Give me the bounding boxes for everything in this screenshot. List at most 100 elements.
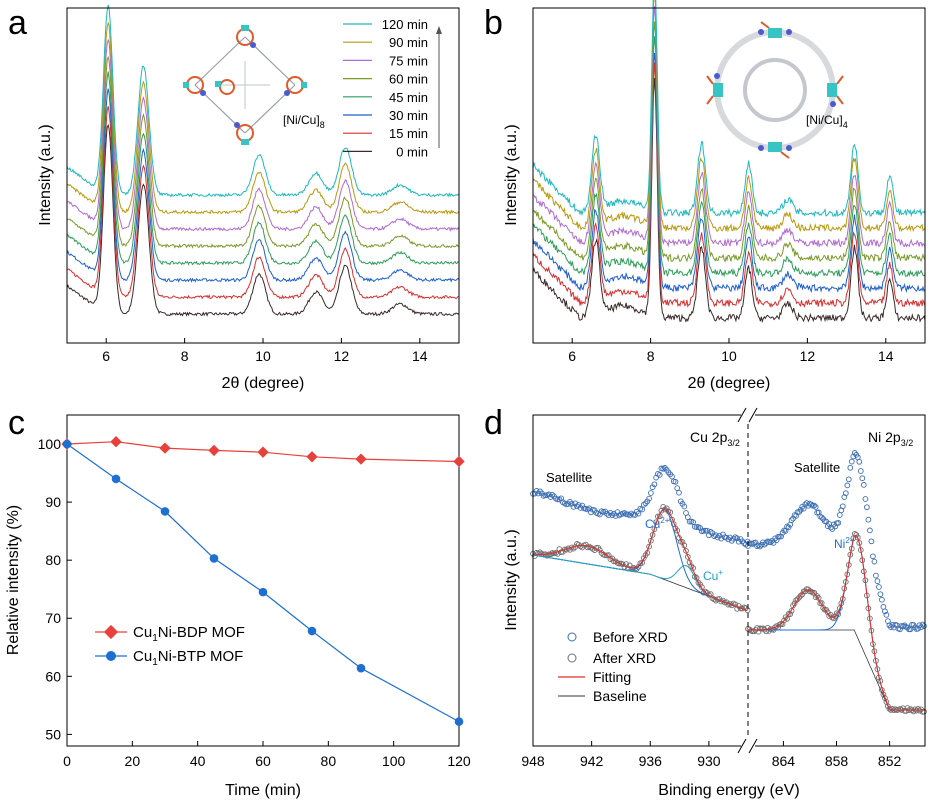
panel-d-before-point <box>921 623 927 629</box>
panel-b-curves <box>532 0 926 324</box>
panel-b-ylabel: Intensity (a.u.) <box>503 124 520 225</box>
panel-c-frame <box>66 414 460 747</box>
panel-d-ni2-fit <box>748 534 925 711</box>
panel-d-before-point <box>651 481 658 488</box>
panel-d-before-point <box>832 523 839 530</box>
panel-d-after-point <box>755 628 762 635</box>
panel-d-before-point <box>632 512 638 518</box>
panel-c-btp-point <box>62 439 72 449</box>
panel-c-bdp-point <box>257 446 269 458</box>
cu1-peak-label: Cu+ <box>703 568 723 583</box>
panel-c-xlabel: Time (min) <box>225 782 301 799</box>
panel-d-before-point <box>755 542 762 549</box>
panel-d-before-point <box>812 504 819 510</box>
panel-d-before-point <box>773 537 780 544</box>
panel-d-before-point <box>767 539 774 546</box>
panel-a-series-75-min <box>66 38 460 232</box>
panel-d-before-point <box>761 541 768 548</box>
panel-c-btp-point <box>111 474 121 484</box>
panel-letter-d: d <box>484 404 503 442</box>
panel-c-ytick-label: 60 <box>45 668 61 684</box>
legend-btp-label: Cu1Ni-BTP MOF <box>133 648 243 668</box>
panel-b-xtick-label: 10 <box>721 348 737 364</box>
panel-d-before-point <box>676 489 682 496</box>
panel-a-xtick-label: 6 <box>102 348 110 364</box>
panel-d-after-point <box>649 532 656 538</box>
panel-a-ylabel: Intensity (a.u.) <box>37 124 54 225</box>
panel-letter-b: b <box>484 4 503 42</box>
panel-d-before-point <box>879 596 885 603</box>
panel-c-btp-point <box>258 587 268 597</box>
panel-c-btp-point <box>356 663 366 673</box>
panel-d-before-point <box>697 525 703 531</box>
panel-d-before-point <box>818 514 825 521</box>
panel-d-after-point <box>915 706 921 712</box>
panel-d-before-point <box>649 484 656 491</box>
panel-b-series-0 <box>532 77 926 324</box>
panel-b-series-7 <box>532 0 926 218</box>
panel-d-after-point <box>616 560 623 567</box>
panel-a-legend-label: 60 min <box>389 72 428 87</box>
panel-c-ytick-label: 100 <box>38 436 62 452</box>
panel-d-after-point <box>788 607 795 614</box>
panel-a-xlabel: 2θ (degree) <box>222 375 305 392</box>
panel-d-after-point <box>796 594 803 601</box>
panel-c-btp-point <box>307 626 317 636</box>
panel-c-ytick-label: 70 <box>45 610 61 626</box>
panel-d-before-point <box>727 534 733 541</box>
panel-d-before-point <box>723 534 730 541</box>
panel-c-legend: Cu1Ni-BDP MOF Cu1Ni-BTP MOF <box>95 624 245 668</box>
panel-a-xtick-label: 14 <box>412 348 428 364</box>
ni-2p-label: Ni 2p3/2 <box>868 429 913 448</box>
panel-d-xtick-label: 948 <box>521 753 545 769</box>
panel-d-before-point <box>877 591 884 598</box>
panel-d-before-point <box>716 532 723 539</box>
panel-c-ytick-label: 90 <box>45 494 61 510</box>
panel-d-ylabel: Intensity (a.u.) <box>503 529 520 630</box>
panel-b-xtick-label: 14 <box>878 348 894 364</box>
panel-b-series-2 <box>532 52 926 294</box>
panel-a-legend: 120 min 90 min 75 min 60 min 45 min 30 min 15 … <box>343 17 428 159</box>
legend-btp-marker <box>106 651 116 661</box>
panel-d-before-point <box>842 490 849 497</box>
panel-d-after-point <box>773 623 780 629</box>
panel-d-after-point <box>639 560 645 566</box>
panel-d-before-point <box>883 612 890 618</box>
panel-a-legend-label: 75 min <box>389 53 428 68</box>
panel-d-after-point <box>609 555 616 562</box>
panel-d-after-point <box>820 605 827 611</box>
panel-a-legend-label: 15 min <box>389 126 428 141</box>
panel-d-after-point <box>640 555 647 561</box>
panel-c-btp-point <box>209 554 219 563</box>
satellite-label-ni: Satellite <box>794 460 840 475</box>
panel-d-before-point <box>876 584 882 590</box>
panel-d-before-point <box>859 475 866 482</box>
panel-d-after-point <box>683 547 689 554</box>
panel-d-before-point <box>897 626 903 633</box>
legend-fitting-label: Fitting <box>593 669 631 685</box>
panel-d-before-point <box>835 520 842 526</box>
panel-d-after-point <box>763 628 769 635</box>
panel-c-btp-point <box>160 507 170 516</box>
panel-d: d 948 942 936 930 864 858 852 Binding energy (… <box>484 404 927 799</box>
panel-c-xtick-label: 80 <box>321 753 337 769</box>
panel-d-xlabel: Binding energy (eV) <box>658 782 799 799</box>
panel-a-series-90-min <box>66 21 460 215</box>
panel-d-break-marks <box>737 407 758 754</box>
panel-a-legend-label: 120 min <box>382 17 428 32</box>
panel-d-before-point <box>867 527 873 534</box>
panel-d-xtick-label: 864 <box>772 753 796 769</box>
panel-a-xtick-label: 8 <box>181 348 189 364</box>
panel-d-after-point <box>826 613 833 619</box>
panel-d-before-point <box>686 518 693 525</box>
panel-b-xtick-label: 6 <box>568 348 576 364</box>
ni2-peak-label: Ni2+ <box>834 536 855 551</box>
panel-a-legend-label: 45 min <box>389 90 428 105</box>
panel-d-after-point <box>702 588 709 595</box>
panel-d-before-point <box>693 524 700 530</box>
panel-d-before-point <box>604 510 610 517</box>
panel-b-xtick-label: 12 <box>800 348 816 364</box>
panel-a-time-arrow-head <box>436 26 442 34</box>
panel-d-after-point <box>695 579 702 586</box>
panel-c-axes: 0 20 40 60 80 100 120 50 60 70 80 90 100 <box>38 436 471 769</box>
